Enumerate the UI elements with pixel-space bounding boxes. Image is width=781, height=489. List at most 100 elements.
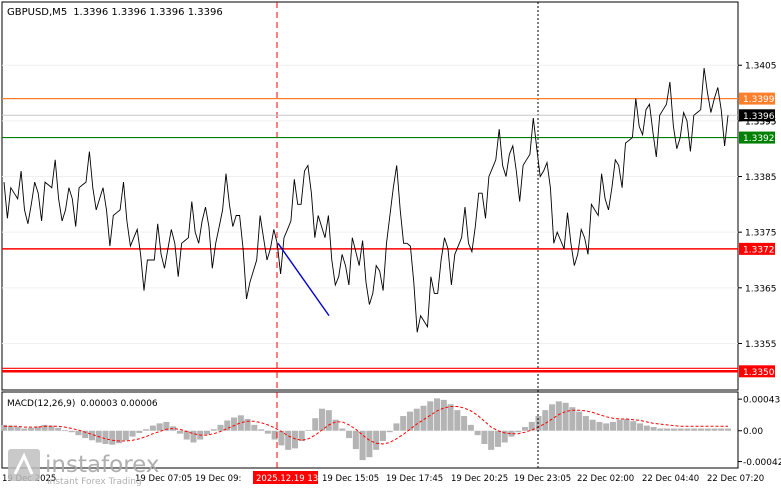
level-price-label: 1.3392 bbox=[743, 134, 775, 144]
time-tick-label: 19 Dec 15:05 bbox=[322, 474, 379, 484]
price-tick-label: 1.3355 bbox=[745, 340, 777, 350]
time-tick-label: 19 Dec 23:05 bbox=[514, 474, 571, 484]
macd-histogram-bar bbox=[528, 421, 535, 431]
macd-histogram-bar bbox=[582, 416, 589, 431]
current-price-label: 1.3396 bbox=[743, 112, 775, 122]
time-marker-box bbox=[253, 471, 318, 484]
macd-histogram-bar bbox=[48, 425, 55, 431]
macd-histogram-bar bbox=[41, 424, 48, 431]
macd-tick-label: 0.00043 bbox=[743, 396, 780, 406]
macd-histogram-bar bbox=[427, 401, 434, 431]
time-tick-label: 22 Dec 07:20 bbox=[707, 474, 764, 484]
macd-histogram-bar bbox=[461, 416, 468, 431]
level-price-box bbox=[739, 365, 775, 378]
main-plot-frame bbox=[1, 1, 739, 391]
macd-histogram-bar bbox=[149, 425, 156, 431]
macd-histogram-bar bbox=[298, 430, 305, 442]
vertical-markers bbox=[276, 2, 539, 468]
price-tick-label: 1.3395 bbox=[745, 117, 777, 127]
macd-histogram-bar bbox=[190, 430, 197, 443]
macd-histogram-bar bbox=[136, 430, 143, 433]
macd-histogram-bar bbox=[609, 421, 616, 431]
price-line bbox=[3, 67, 729, 333]
trend-line bbox=[277, 242, 330, 317]
macd-tick-label: -0.00042 bbox=[743, 458, 781, 468]
macd-histogram-bar bbox=[143, 429, 150, 431]
macd-histogram-bar bbox=[332, 419, 339, 431]
macd-signal-line bbox=[4, 406, 728, 445]
macd-histogram-bar bbox=[319, 408, 326, 431]
macd-histogram-bar bbox=[400, 416, 407, 431]
macd-histogram-bar bbox=[589, 419, 596, 431]
blue-trend-line bbox=[277, 242, 330, 317]
macd-histogram-bar bbox=[88, 430, 95, 441]
macd-histogram-bar bbox=[515, 430, 522, 433]
level-price-box bbox=[739, 92, 775, 105]
level-price-box bbox=[739, 131, 775, 144]
macd-histogram-bar bbox=[224, 420, 231, 431]
macd-histogram-bar bbox=[643, 425, 650, 431]
macd-histogram-bar bbox=[34, 426, 41, 431]
macd-histogram-bar bbox=[61, 430, 68, 431]
macd-histogram-bar bbox=[346, 430, 353, 439]
macd-tick-label: 0.00 bbox=[743, 427, 763, 437]
price-grid bbox=[2, 64, 738, 344]
level-price-label: 1.3399 bbox=[743, 95, 775, 105]
macd-histogram-bar bbox=[691, 428, 698, 431]
level-lines bbox=[2, 98, 738, 373]
macd-histogram-bar bbox=[163, 421, 170, 431]
instaforex-watermark: instaforex Instant Forex Trading bbox=[8, 449, 160, 487]
macd-histogram-bar bbox=[386, 430, 393, 433]
macd-histogram-bar bbox=[258, 429, 265, 431]
macd-histogram-bar bbox=[637, 423, 644, 431]
time-tick-label: 19 Dec 17:45 bbox=[386, 474, 443, 484]
macd-histogram-bar bbox=[393, 423, 400, 431]
macd-histogram-bar bbox=[569, 407, 576, 431]
macd-histogram-bar bbox=[14, 427, 21, 431]
macd-histogram-bar bbox=[210, 429, 217, 431]
macd-histogram-bar bbox=[434, 398, 441, 431]
macd-histogram-bar bbox=[535, 416, 542, 431]
time-marker-label: 2025.12.19 13:10 bbox=[256, 474, 332, 484]
time-tick-label: 19 Dec 20:25 bbox=[451, 474, 508, 484]
time-tick-label: 22 Dec 02:00 bbox=[577, 474, 634, 484]
macd-histogram-bar bbox=[183, 430, 190, 440]
macd-histogram-bar bbox=[156, 423, 163, 431]
macd-histogram-bar bbox=[7, 425, 14, 431]
macd-histogram-bar bbox=[291, 430, 298, 449]
macd-histogram-bar bbox=[724, 428, 732, 431]
symbol-label: GBPUSD,M5 bbox=[7, 7, 67, 18]
logo-glyph-icon bbox=[13, 452, 34, 475]
price-series bbox=[3, 67, 729, 333]
macd-histogram-bar bbox=[264, 430, 271, 434]
price-tick-label: 1.3405 bbox=[745, 62, 777, 72]
macd-histogram-bar bbox=[488, 430, 495, 450]
macd-histogram-bar bbox=[630, 421, 637, 431]
macd-histogram-bar bbox=[102, 430, 109, 444]
macd-histogram-bar bbox=[278, 430, 285, 446]
macd-histogram-bar bbox=[542, 410, 549, 431]
macd-values: 0.00003 0.00006 bbox=[80, 399, 158, 409]
macd-histogram-bar bbox=[494, 430, 501, 447]
macd-histogram-bar bbox=[623, 418, 630, 431]
macd-panel bbox=[0, 398, 732, 461]
macd-histogram-bar bbox=[704, 428, 711, 431]
macd-histogram-bar bbox=[596, 421, 603, 431]
macd-axis: 0.00043 0.00 -0.00042 bbox=[738, 396, 781, 468]
macd-histogram-bar bbox=[75, 430, 82, 436]
macd-histogram-bar bbox=[501, 430, 508, 443]
macd-histogram-bar bbox=[305, 430, 312, 431]
macd-histogram-bar bbox=[352, 430, 359, 450]
current-price-box bbox=[739, 109, 775, 122]
macd-histogram-bar bbox=[203, 430, 211, 435]
macd-histogram-bar bbox=[379, 430, 386, 442]
macd-histogram-bar bbox=[657, 428, 664, 431]
price-axis: 1.3405 1.3395 1.3385 1.3375 1.3365 1.3355 1.33… bbox=[738, 62, 777, 378]
macd-histogram-bar bbox=[28, 427, 35, 431]
macd-histogram-bar bbox=[116, 430, 123, 444]
macd-histogram-bar bbox=[109, 430, 116, 445]
macd-histogram-bar bbox=[562, 402, 569, 431]
macd-histogram-bar bbox=[603, 423, 610, 431]
price-tick-label: 1.3365 bbox=[745, 284, 777, 294]
